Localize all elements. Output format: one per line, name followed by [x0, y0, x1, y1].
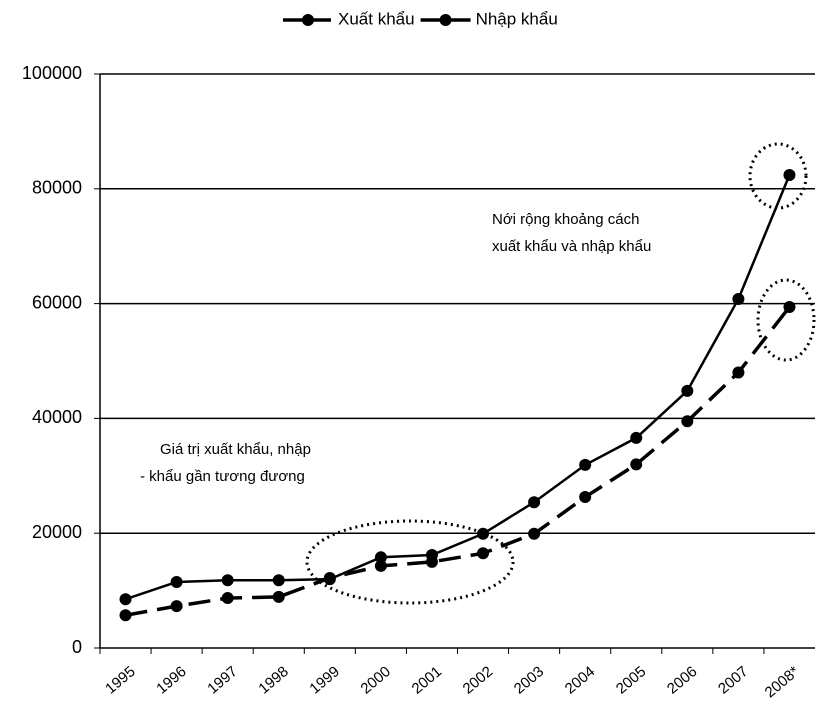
- legend-label: Xuất khẩu: [338, 9, 415, 28]
- data-point: [170, 575, 183, 588]
- data-point: [528, 527, 541, 540]
- annotation: Giá trị xuất khẩu, nhập: [160, 441, 311, 458]
- data-point: [630, 458, 643, 471]
- series-line: [125, 174, 791, 601]
- x-tick-label: 2000: [358, 663, 394, 697]
- data-point: [477, 527, 490, 540]
- x-tick-label: 2004: [562, 663, 598, 697]
- data-point: [630, 431, 643, 444]
- data-point: [323, 573, 336, 586]
- data-point: [732, 293, 745, 306]
- highlight-ellipse: [756, 278, 816, 362]
- data-point: [374, 551, 387, 564]
- series-line: [125, 305, 791, 618]
- data-point: [221, 574, 234, 587]
- y-tick-label: 20000: [32, 522, 82, 542]
- y-tick-label: 40000: [32, 407, 82, 427]
- x-tick-label: 2007: [715, 663, 751, 697]
- x-tick-label: 1999: [306, 663, 342, 697]
- legend-marker: [439, 14, 452, 26]
- y-tick-label: 60000: [32, 292, 82, 312]
- x-tick-label: 2003: [511, 663, 547, 697]
- data-point: [528, 496, 541, 509]
- legend-label: Nhập khẩu: [476, 9, 558, 28]
- data-point: [221, 592, 234, 605]
- x-tick-label: 2002: [460, 663, 496, 697]
- x-tick-label: 1998: [255, 663, 291, 697]
- highlight-ellipse: [305, 519, 515, 605]
- data-point: [477, 547, 490, 560]
- x-tick-label: 2008*: [762, 663, 803, 701]
- data-point: [681, 384, 694, 397]
- data-point: [579, 491, 592, 504]
- data-point: [732, 366, 745, 379]
- x-tick-label: 2005: [613, 663, 649, 697]
- data-point: [272, 574, 285, 587]
- data-point: [170, 600, 183, 613]
- data-point: [783, 301, 796, 314]
- data-point: [272, 590, 285, 603]
- annotation: xuất khẩu và nhập khẩu: [492, 238, 651, 255]
- data-point: [119, 609, 132, 622]
- y-tick-label: 80000: [32, 178, 82, 198]
- data-point: [119, 593, 132, 606]
- x-tick-label: 1996: [153, 663, 189, 697]
- y-tick-label: 0: [72, 637, 82, 657]
- y-tick-label: 100000: [22, 63, 82, 83]
- x-tick-label: 1995: [102, 663, 138, 697]
- annotation: - khẩu gần tương đương: [140, 468, 305, 485]
- highlight-ellipse: [748, 142, 808, 210]
- data-point: [681, 415, 694, 428]
- x-tick-label: 2001: [409, 663, 445, 697]
- data-point: [783, 169, 796, 182]
- data-point: [374, 559, 387, 572]
- data-point: [425, 549, 438, 562]
- x-tick-label: 2006: [664, 663, 700, 697]
- data-point: [579, 458, 592, 471]
- x-tick-label: 1997: [204, 663, 240, 697]
- annotation: Nới rộng khoảng cách: [492, 211, 639, 228]
- legend-marker: [302, 14, 314, 26]
